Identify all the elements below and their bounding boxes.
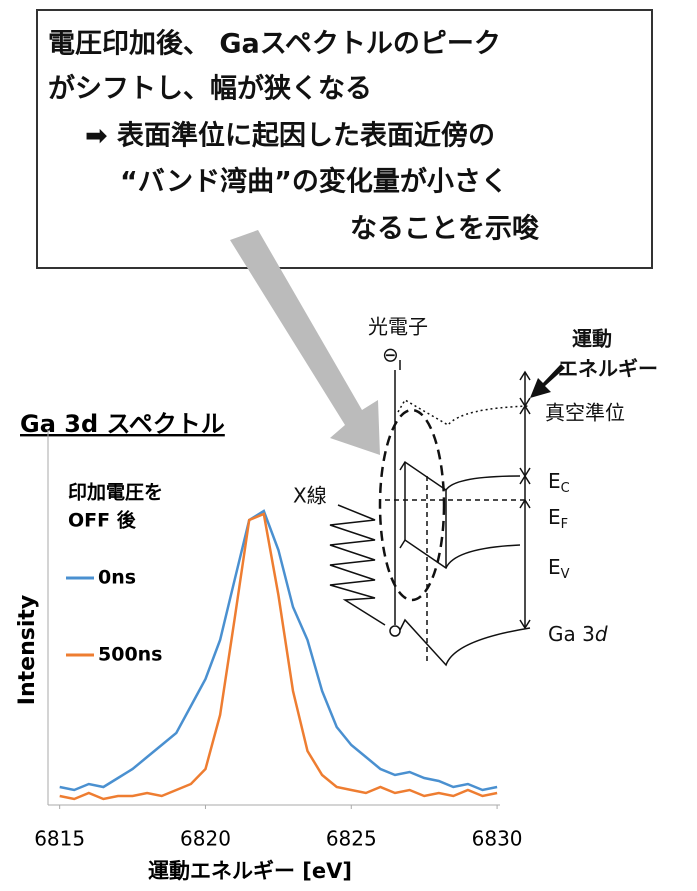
label: V xyxy=(561,567,570,582)
callout-line: 電圧印加後、 Gaスペクトルのピーク xyxy=(48,29,501,60)
label: Ga 3d xyxy=(548,622,608,646)
label: 運動 xyxy=(572,327,612,351)
figure: 電圧印加後、 Gaスペクトルのピーク がシフトし、幅が狭くなる ➡ 表面準位に起… xyxy=(0,0,697,891)
label: C xyxy=(561,481,570,496)
label: EV xyxy=(548,555,570,582)
label: F xyxy=(561,517,568,532)
legend-title: OFF 後 xyxy=(68,509,137,532)
legend-label: 0ns xyxy=(98,567,136,589)
label: EF xyxy=(548,505,568,532)
label: E xyxy=(548,555,561,579)
y-axis-label: Intensity xyxy=(15,595,40,705)
label: X線 xyxy=(293,484,327,508)
legend-title: 印加電圧を xyxy=(68,482,163,504)
label: 光電子 xyxy=(368,315,428,339)
label: EC xyxy=(548,469,570,496)
callout-line: がシフトし、幅が狭くなる xyxy=(48,73,372,105)
label: d xyxy=(595,622,608,646)
atom xyxy=(390,626,400,636)
x-tick-label: 6825 xyxy=(326,827,377,851)
band-diagram xyxy=(330,360,530,665)
label: Ga 3 xyxy=(548,622,595,646)
surface-region xyxy=(380,410,444,600)
callout-line: なることを示唆 xyxy=(350,213,540,245)
x-axis-label: 運動エネルギー [eV] xyxy=(148,859,352,883)
label: E xyxy=(548,469,561,493)
valence-band xyxy=(400,540,520,568)
x-tick-label: 6815 xyxy=(34,827,85,851)
conduction-band xyxy=(400,462,520,490)
callout-line: “バンド湾曲”の変化量が小さく xyxy=(120,166,508,198)
legend-label: 500ns xyxy=(98,644,163,666)
callout-line: ➡ 表面準位に起因した表面近傍の xyxy=(85,120,495,152)
x-tick-label: 6830 xyxy=(472,827,523,851)
label: ⊖ xyxy=(382,343,399,367)
x-ray xyxy=(330,505,385,625)
label: エネルギー xyxy=(558,357,658,381)
chart-title: Ga 3d スペクトル xyxy=(20,410,225,438)
core-level xyxy=(400,620,530,665)
x-tick-label: 6820 xyxy=(180,827,231,851)
label: E xyxy=(548,505,561,529)
label: 真空準位 xyxy=(545,401,625,425)
